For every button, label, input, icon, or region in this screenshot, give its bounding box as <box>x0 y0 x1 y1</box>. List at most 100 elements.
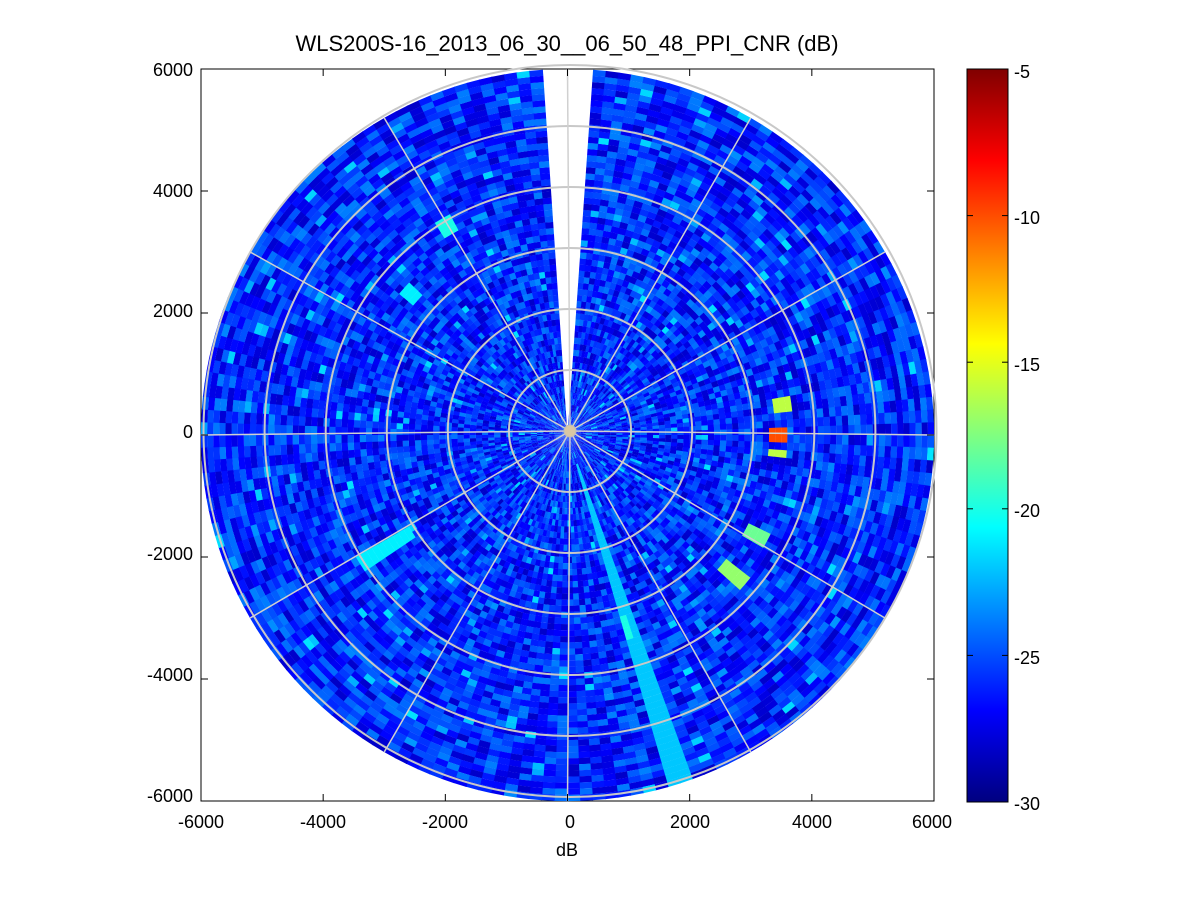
ppi-cell <box>695 435 703 441</box>
ppi-cell <box>605 325 612 334</box>
ppi-cell <box>629 80 644 90</box>
ppi-cell <box>627 86 643 96</box>
ppi-cell <box>689 156 703 167</box>
ppi-cell <box>671 110 686 121</box>
ppi-cell <box>607 340 614 348</box>
ppi-cell <box>592 360 598 368</box>
ppi-cell <box>576 406 581 413</box>
ppi-cell <box>596 369 603 376</box>
ppi-cell <box>823 435 831 445</box>
ppi-cell <box>859 414 867 426</box>
ppi-cell <box>592 341 598 349</box>
ppi-cell <box>927 435 935 449</box>
ppi-cell <box>596 266 604 274</box>
ppi-cell <box>608 237 617 246</box>
ppi-cell <box>573 349 577 357</box>
ppi-cell <box>625 198 636 207</box>
ppi-cell <box>725 423 733 430</box>
ppi-cell <box>623 314 631 323</box>
ppi-cell <box>656 118 671 128</box>
ppi-cell <box>779 457 787 467</box>
ppi-cell <box>610 433 617 436</box>
ppi-cell <box>707 439 715 446</box>
ppi-cell <box>658 424 666 429</box>
ppi-cell <box>709 138 724 150</box>
ppi-cell <box>590 106 603 114</box>
ppi-cell <box>602 95 617 103</box>
ppi-cell <box>652 219 663 230</box>
ppi-cell <box>591 204 601 212</box>
ppi-cell <box>575 380 580 388</box>
ppi-cell <box>682 193 695 204</box>
ppi-cell <box>609 282 618 291</box>
ppi-cell <box>598 205 609 213</box>
ppi-cell <box>606 243 616 252</box>
ppi-cell <box>620 266 629 275</box>
chart-title: WLS200S-16_2013_06_30__06_50_48_PPI_CNR … <box>295 31 838 56</box>
ppi-cell <box>743 447 751 455</box>
ppi-cell <box>645 115 660 125</box>
ppi-cell <box>913 398 922 412</box>
ppi-cell <box>594 167 606 176</box>
ppi-cell <box>573 399 577 406</box>
ppi-cell <box>835 444 843 455</box>
ppi-cell <box>600 119 613 128</box>
ppi-cell <box>589 352 595 360</box>
ppi-cell <box>646 435 654 439</box>
ppi-cell <box>656 208 668 218</box>
ppi-cell <box>669 115 684 126</box>
ppi-cell <box>698 160 712 172</box>
ppi-cell <box>639 176 652 186</box>
ppi-cell <box>618 140 631 149</box>
ppi-cell <box>859 445 867 457</box>
ppi-cell <box>823 416 831 427</box>
ppi-cell <box>877 456 885 469</box>
ppi-cell <box>889 400 897 414</box>
ppi-cell <box>640 248 651 257</box>
ppi-cell <box>602 230 612 239</box>
ppi-cell <box>573 405 577 412</box>
ppi-cell <box>577 381 581 388</box>
ppi-cell <box>591 290 599 298</box>
ppi-cell <box>592 75 607 84</box>
ppi-cell <box>797 401 805 412</box>
ppi-cell <box>673 104 688 115</box>
ppi-cell <box>588 346 594 353</box>
ppi-cell <box>610 182 622 191</box>
ppi-cell <box>896 446 904 460</box>
ppi-cell <box>803 401 811 411</box>
ppi-cell <box>603 261 611 270</box>
ppi-cell <box>596 155 608 164</box>
ppi-cell <box>767 413 775 422</box>
ppi-cell <box>609 334 617 342</box>
ppi-cell <box>614 96 628 105</box>
ppi-cell <box>601 292 609 301</box>
ppi-cell <box>883 457 891 470</box>
ppi-cell <box>585 301 592 309</box>
ppi-cell <box>626 92 641 102</box>
ppi-cell <box>575 412 580 419</box>
ppi-cell <box>786 450 794 460</box>
ppi-cell <box>578 325 584 333</box>
ppi-cell <box>574 386 578 394</box>
ppi-cell <box>865 403 873 415</box>
ppi-cell <box>600 242 609 251</box>
ppi-cell <box>655 188 667 198</box>
ppi-cell <box>601 101 616 109</box>
ppi-cell <box>578 407 582 414</box>
ppi-cell <box>590 321 596 329</box>
ppi-cell <box>572 405 575 412</box>
ppi-cell <box>846 405 855 417</box>
ppi-cell <box>576 343 581 351</box>
ppi-cell <box>582 376 587 383</box>
ppi-cell <box>786 419 794 428</box>
ppi-cell <box>618 272 627 281</box>
ppi-cell <box>587 289 594 297</box>
ppi-cell <box>683 426 690 432</box>
ppi-cell <box>663 165 676 176</box>
ppi-cell <box>767 406 775 415</box>
ppi-cell <box>590 296 598 304</box>
ppi-cell <box>597 336 604 344</box>
ppi-cell <box>581 326 587 333</box>
